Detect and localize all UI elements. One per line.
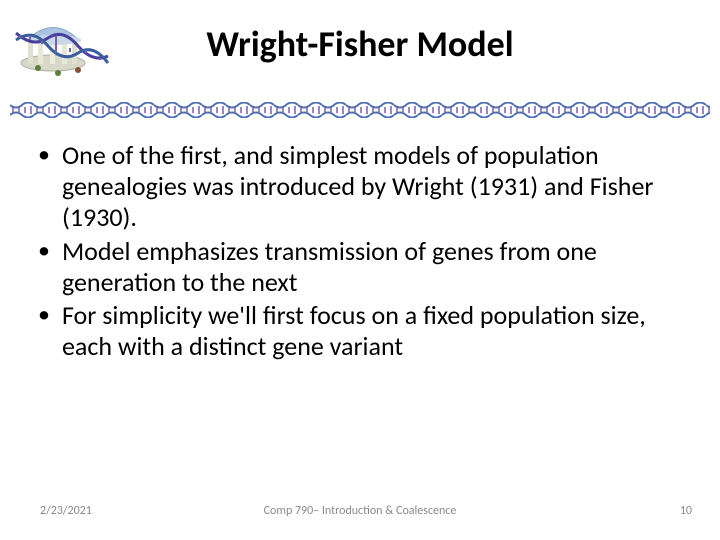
bullet-dot-icon: •	[38, 300, 50, 330]
page-number: 10	[680, 504, 692, 518]
bullet-text: One of the first, and simplest models of…	[62, 140, 688, 234]
slide-footer: 2/23/2021 Comp 790– Introduction & Coale…	[0, 504, 720, 524]
list-item: • One of the first, and simplest models …	[38, 140, 688, 234]
dna-divider	[10, 102, 710, 118]
list-item: • For simplicity we'll first focus on a …	[38, 300, 688, 362]
slide-title: Wright-Fisher Model	[0, 22, 720, 66]
list-item: • Model emphasizes transmission of genes…	[38, 236, 688, 298]
bullet-text: For simplicity we'll first focus on a fi…	[62, 300, 688, 362]
bullet-list: • One of the first, and simplest models …	[38, 140, 688, 364]
bullet-text: Model emphasizes transmission of genes f…	[62, 236, 688, 298]
bullet-dot-icon: •	[38, 140, 50, 170]
footer-title: Comp 790– Introduction & Coalescence	[0, 504, 720, 518]
bullet-dot-icon: •	[38, 236, 50, 266]
